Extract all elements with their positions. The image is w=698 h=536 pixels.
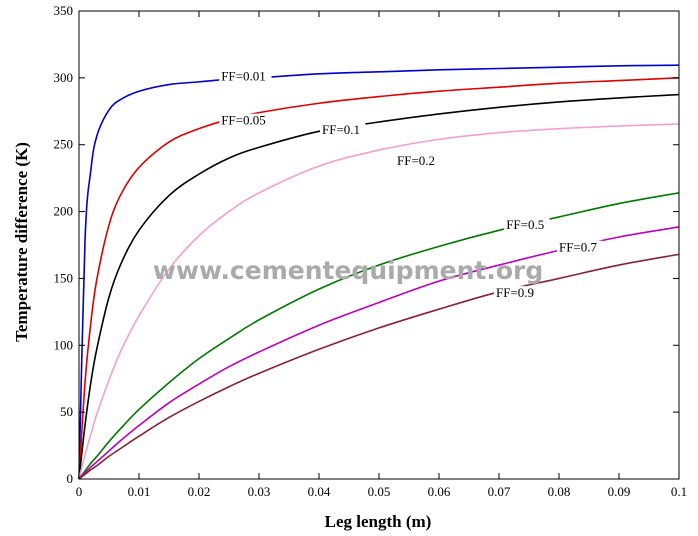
y-tick-label: 250 <box>54 137 74 152</box>
series-line-ff-0-05 <box>78 77 680 480</box>
series-line-ff-0-7 <box>78 226 680 480</box>
series-line-ff-0-2 <box>78 123 680 480</box>
y-tick-label: 200 <box>54 204 74 219</box>
series-label-bg <box>320 123 366 139</box>
x-tick-label: 0.01 <box>128 484 151 499</box>
series-label: FF=0.9 <box>496 285 534 300</box>
x-tick-label: 0.06 <box>428 484 451 499</box>
axes: 0 0.01 0.02 0.03 0.04 0.05 0.06 0.07 0.08 0.09 0.1… <box>54 3 688 499</box>
x-tick-label: 0.1 <box>671 484 687 499</box>
x-tick-label: 0.04 <box>308 484 331 499</box>
y-tick-label: 50 <box>60 404 73 419</box>
series-line-ff-0-01 <box>78 64 680 480</box>
x-axis-title: Leg length (m) <box>325 512 432 531</box>
series-label-bg <box>494 286 540 302</box>
series-line-ff-0-1 <box>78 93 680 480</box>
watermark-text: www.cementequipment.org <box>153 256 543 285</box>
series-label: FF=0.01 <box>221 69 266 84</box>
y-tick-label: 150 <box>54 270 74 285</box>
x-tick-label: 0.07 <box>488 484 511 499</box>
series-label-layer: FF=0.01 FF=0.05 FF=0.1 FF=0.2 FF=0.5 FF=0.7 FF… <box>219 69 603 302</box>
x-tick-label: 0.05 <box>368 484 391 499</box>
series-label: FF=0.7 <box>559 240 598 255</box>
x-tick-label: 0.02 <box>188 484 211 499</box>
series-label: FF=0.05 <box>221 113 266 128</box>
series-label: FF=0.2 <box>397 153 435 168</box>
series-label-bg <box>219 69 272 85</box>
series-label-bg <box>557 240 603 256</box>
y-tick-label: 100 <box>54 337 74 352</box>
x-tick-label: 0.08 <box>548 484 571 499</box>
x-tick-label: 0 <box>76 484 83 499</box>
y-tick-label: 0 <box>67 471 74 486</box>
series-label-bg <box>504 217 550 233</box>
x-tick-label: 0.09 <box>608 484 631 499</box>
series-line-ff-0-5 <box>78 192 680 480</box>
y-tick-label: 350 <box>54 3 74 18</box>
x-tick-label: 0.03 <box>248 484 271 499</box>
series-label-bg <box>219 113 272 129</box>
y-tick-label: 300 <box>54 70 74 85</box>
series-label: FF=0.1 <box>322 122 360 137</box>
series-label-bg <box>395 153 441 169</box>
series-label: FF=0.5 <box>506 217 544 232</box>
y-axis-title: Temperature difference (K) <box>12 142 31 342</box>
